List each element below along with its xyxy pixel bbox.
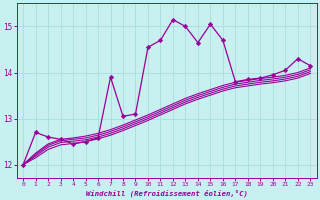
X-axis label: Windchill (Refroidissement éolien,°C): Windchill (Refroidissement éolien,°C) [86, 189, 248, 197]
